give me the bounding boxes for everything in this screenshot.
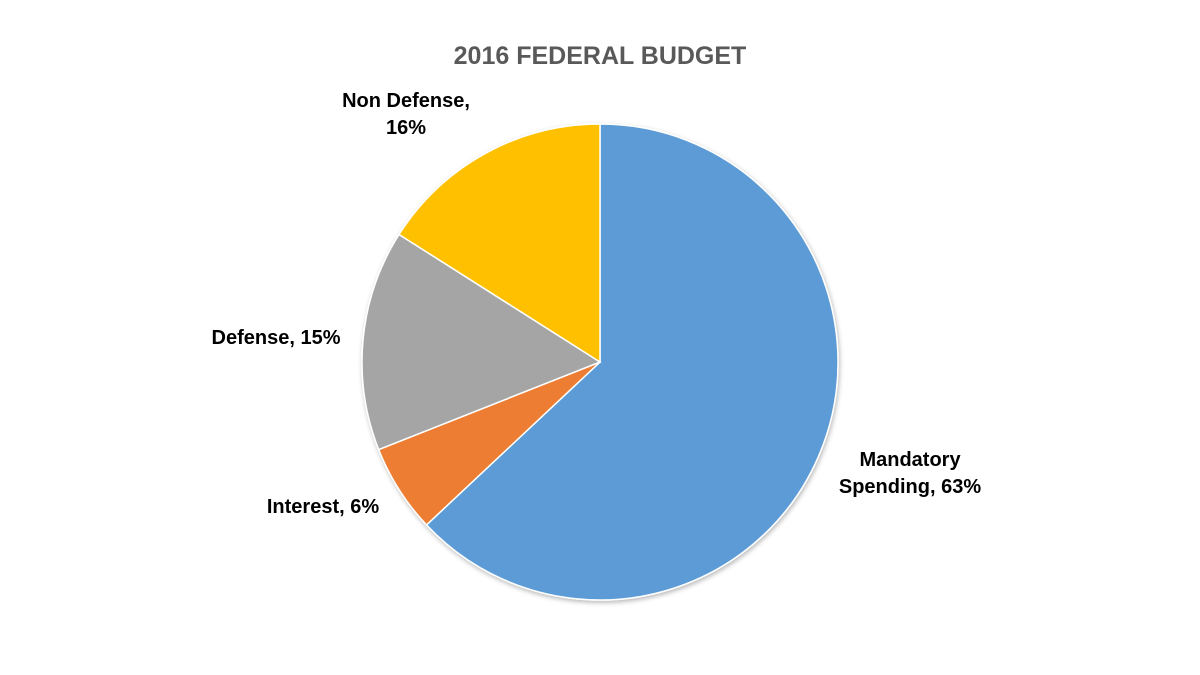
data-label-line: Defense, 15% — [212, 327, 341, 349]
data-label-line: Non Defense, — [342, 90, 470, 112]
data-label-mandatory-spending: Mandatory Spending, 63% — [839, 449, 981, 498]
pie-slices — [361, 123, 839, 601]
data-labels: Mandatory Spending, 63% Interest, 6% Defens… — [212, 90, 982, 518]
data-label-line: Interest, 6% — [267, 496, 379, 518]
data-label-line: Spending, 63% — [839, 476, 981, 498]
pie-slice-defense — [361, 233, 602, 451]
data-label-interest: Interest, 6% — [267, 496, 379, 518]
data-label-non-defense: Non Defense, 16% — [342, 90, 470, 139]
pie-slice-mandatory-spending — [425, 123, 839, 601]
data-label-line: Mandatory — [859, 449, 961, 471]
data-label-line: 16% — [386, 117, 426, 139]
data-label-defense: Defense, 15% — [212, 327, 341, 349]
pie-slice-non-defense — [398, 123, 601, 364]
chart-title: 2016 FEDERAL BUDGET — [454, 42, 747, 70]
